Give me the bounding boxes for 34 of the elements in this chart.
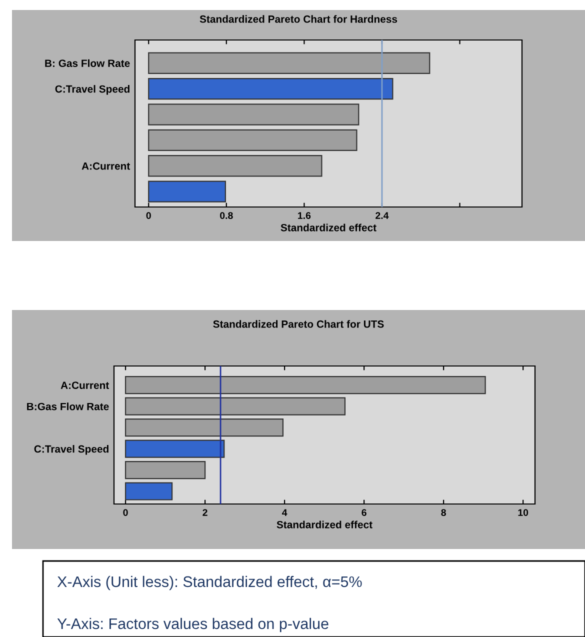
bar (124, 418, 284, 437)
y-tick-label: A:Current (82, 162, 130, 170)
x-tick-label: 0 (123, 509, 128, 516)
bar (148, 155, 322, 177)
x-tick-label: 1.6 (298, 212, 311, 219)
x-tick-label: 2 (202, 509, 208, 516)
bar (124, 460, 206, 480)
y-tick-label: B:Gas Flow Rate (27, 402, 109, 410)
bar (148, 52, 430, 74)
y-tick-label: B: Gas Flow Rate (45, 59, 130, 67)
bar (124, 376, 486, 394)
text: X-Axis (Unit less): Standardized effect, α=5% (57, 576, 362, 590)
x-tick-label: 6 (362, 509, 366, 516)
x-axis-title: Standardized effect (280, 224, 376, 232)
bar (124, 482, 173, 500)
x-tick-label: 4 (282, 509, 288, 516)
bar (148, 104, 360, 126)
x-tick-label: 8 (441, 509, 446, 516)
bar (124, 397, 346, 416)
x-tick-label: 0.8 (220, 212, 233, 219)
x-tick-label: 0 (146, 212, 151, 219)
x-axis-title: Standardized effect (276, 520, 372, 528)
chart-title: Standardized Pareto Chart for Hardness (200, 15, 398, 23)
y-tick-label: A:Current (60, 382, 110, 389)
bar (148, 78, 394, 100)
bar (148, 129, 358, 152)
chart-title: Standardized Pareto Chart for UTS (213, 320, 384, 328)
x-tick-label: 10 (518, 509, 528, 516)
y-tick-label: C:Travel Speed (55, 85, 130, 95)
text: Y-Axis: Factors values based on p-value (57, 618, 328, 632)
y-tick-label: C:Travel Speed (34, 445, 108, 455)
x-tick-label: 2.4 (376, 212, 389, 219)
bar (124, 440, 225, 458)
bar (148, 180, 226, 202)
